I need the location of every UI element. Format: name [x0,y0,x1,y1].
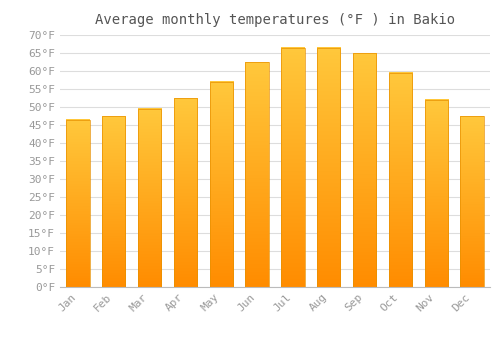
Bar [282,48,304,287]
Bar [424,100,448,287]
Bar [138,109,161,287]
Bar [66,120,90,287]
Bar [317,48,340,287]
Bar [210,82,233,287]
Bar [353,53,376,287]
Title: Average monthly temperatures (°F ) in Bakio: Average monthly temperatures (°F ) in Ba… [95,13,455,27]
Bar [460,116,483,287]
Bar [174,98,197,287]
Bar [246,62,268,287]
Bar [102,116,126,287]
Bar [389,73,412,287]
